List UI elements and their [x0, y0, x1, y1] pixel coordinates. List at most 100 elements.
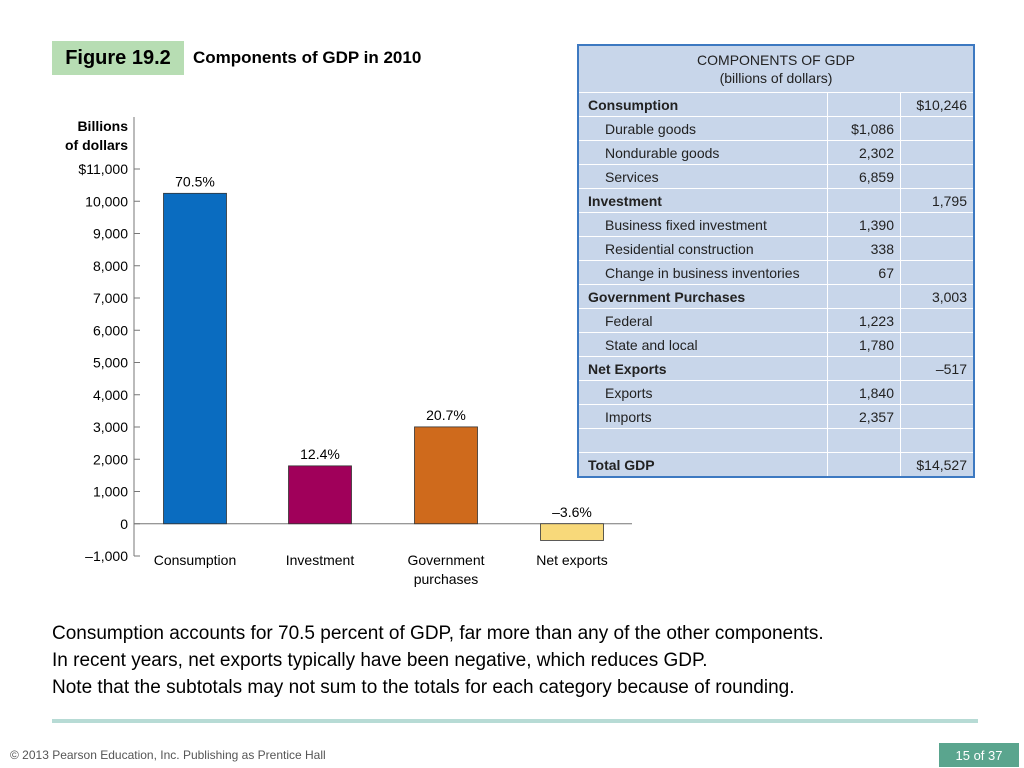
table-row: Investment 1,795 — [577, 188, 975, 213]
table-header-row: COMPONENTS OF GDP (billions of dollars) — [577, 44, 975, 93]
row-label — [577, 428, 828, 453]
row-total — [900, 404, 975, 429]
row-total — [900, 260, 975, 285]
category-label: purchases — [414, 571, 479, 587]
y-tick-label: $11,000 — [78, 161, 128, 177]
row-label: Investment — [577, 188, 828, 213]
category-label: Consumption — [154, 552, 237, 568]
row-label: Imports — [577, 404, 828, 429]
table-row: Government Purchases 3,003 — [577, 284, 975, 309]
row-total — [900, 380, 975, 405]
y-axis-label: Billions — [77, 118, 128, 134]
row-value — [827, 428, 901, 453]
table-row: State and local 1,780 — [577, 332, 975, 357]
y-tick-label: 6,000 — [93, 322, 128, 338]
row-total: $10,246 — [900, 92, 975, 117]
row-value — [827, 284, 901, 309]
bar-percent-label: –3.6% — [552, 504, 592, 520]
table-row: Business fixed investment 1,390 — [577, 212, 975, 237]
table-row: Residential construction 338 — [577, 236, 975, 261]
category-label: Net exports — [536, 552, 608, 568]
row-label: Residential construction — [577, 236, 828, 261]
row-value: 338 — [827, 236, 901, 261]
table-header-units: (billions of dollars) — [719, 70, 833, 86]
bar — [288, 465, 352, 525]
y-tick-label: 1,000 — [93, 484, 128, 500]
row-label: State and local — [577, 332, 828, 357]
row-label: Nondurable goods — [577, 140, 828, 165]
row-value — [827, 92, 901, 117]
row-value: 6,859 — [827, 164, 901, 189]
row-label: Consumption — [577, 92, 828, 117]
row-value: 1,840 — [827, 380, 901, 405]
y-tick-label: 7,000 — [93, 290, 128, 306]
y-tick-label: 2,000 — [93, 451, 128, 467]
table-row: Exports 1,840 — [577, 380, 975, 405]
row-value: 2,357 — [827, 404, 901, 429]
caption-line: Note that the subtotals may not sum to t… — [52, 677, 795, 698]
caption-text: Consumption accounts for 70.5 percent of… — [52, 620, 992, 701]
row-value: 67 — [827, 260, 901, 285]
row-value — [827, 452, 901, 478]
divider — [52, 719, 978, 723]
row-total — [900, 140, 975, 165]
page-number-badge: 15 of 37 — [939, 743, 1019, 767]
table-row: Durable goods $1,086 — [577, 116, 975, 141]
table-row: Nondurable goods 2,302 — [577, 140, 975, 165]
table-row: Imports 2,357 — [577, 404, 975, 429]
row-value: 1,223 — [827, 308, 901, 333]
bar-percent-label: 12.4% — [300, 446, 340, 462]
row-value: 1,390 — [827, 212, 901, 237]
bar — [540, 523, 604, 541]
row-label: Net Exports — [577, 356, 828, 381]
copyright-footer: © 2013 Pearson Education, Inc. Publishin… — [10, 748, 326, 762]
row-total — [900, 332, 975, 357]
row-value: 2,302 — [827, 140, 901, 165]
y-tick-label: 3,000 — [93, 419, 128, 435]
gdp-components-table: COMPONENTS OF GDP (billions of dollars) Co… — [577, 44, 975, 478]
row-value — [827, 188, 901, 213]
row-total — [900, 212, 975, 237]
row-value: $1,086 — [827, 116, 901, 141]
category-label: Government — [407, 552, 484, 568]
row-total — [900, 308, 975, 333]
row-label: Change in business inventories — [577, 260, 828, 285]
caption-line: In recent years, net exports typically h… — [52, 650, 708, 671]
table-header-title: COMPONENTS OF GDP — [697, 52, 855, 68]
row-label: Government Purchases — [577, 284, 828, 309]
table-row: Total GDP $14,527 — [577, 452, 975, 478]
row-total: 3,003 — [900, 284, 975, 309]
row-label: Federal — [577, 308, 828, 333]
figure-title: Components of GDP in 2010 — [193, 48, 422, 67]
row-label: Total GDP — [577, 452, 828, 478]
y-tick-label: 8,000 — [93, 258, 128, 274]
y-tick-label: 4,000 — [93, 387, 128, 403]
row-total — [900, 236, 975, 261]
row-label: Services — [577, 164, 828, 189]
row-total: $14,527 — [900, 452, 975, 478]
bar — [414, 426, 478, 525]
table-row: Services 6,859 — [577, 164, 975, 189]
bar-percent-label: 20.7% — [426, 407, 466, 423]
caption-line: Consumption accounts for 70.5 percent of… — [52, 623, 824, 644]
table-header: COMPONENTS OF GDP (billions of dollars) — [577, 44, 975, 93]
y-axis-label: of dollars — [65, 137, 128, 153]
y-tick-label: 10,000 — [85, 193, 128, 209]
row-label: Business fixed investment — [577, 212, 828, 237]
row-total: –517 — [900, 356, 975, 381]
category-label: Investment — [286, 552, 355, 568]
bar-percent-label: 70.5% — [175, 173, 215, 189]
table-row: Net Exports –517 — [577, 356, 975, 381]
y-tick-label: 9,000 — [93, 226, 128, 242]
row-value — [827, 356, 901, 381]
row-total — [900, 116, 975, 141]
row-label: Durable goods — [577, 116, 828, 141]
y-tick-label: 5,000 — [93, 355, 128, 371]
table-row: Change in business inventories 67 — [577, 260, 975, 285]
table-row: Federal 1,223 — [577, 308, 975, 333]
gdp-bar-chart: Billions of dollars $11,000 10,000 9,000 8,00… — [65, 117, 632, 587]
figure-label: Figure 19.2 — [52, 41, 184, 75]
row-value: 1,780 — [827, 332, 901, 357]
row-total: 1,795 — [900, 188, 975, 213]
row-total — [900, 164, 975, 189]
